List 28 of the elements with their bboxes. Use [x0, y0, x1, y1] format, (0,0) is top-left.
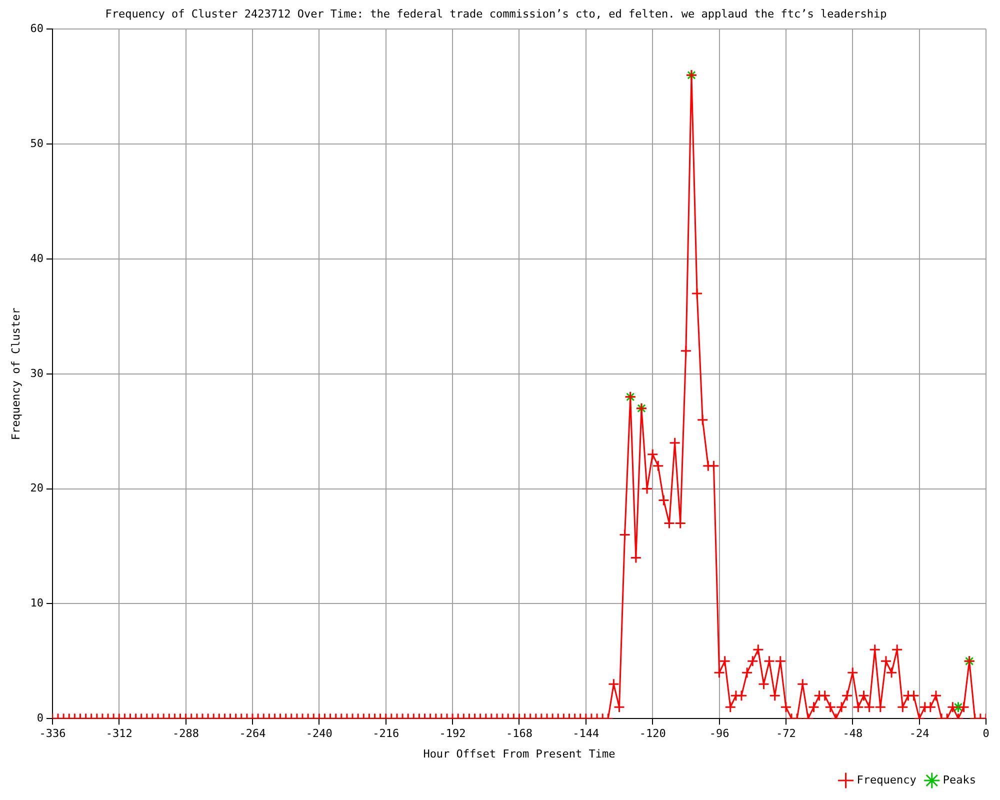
x-tick-label: -24 — [909, 727, 930, 740]
x-tick-label: 0 — [982, 727, 990, 740]
point — [952, 701, 964, 713]
x-tick-label: -264 — [239, 727, 266, 740]
x-tick-label: -168 — [506, 727, 532, 740]
x-tick-label: -72 — [776, 727, 796, 740]
x-tick-label: -48 — [842, 727, 863, 740]
x-tick-label: -144 — [572, 727, 600, 740]
y-tick-label: 50 — [30, 136, 44, 150]
y-tick-label: 10 — [30, 596, 44, 610]
x-tick-label: -216 — [372, 727, 400, 740]
x-tick-label: -96 — [709, 727, 730, 740]
y-tick-label: 40 — [30, 252, 44, 265]
y-tick-label: 30 — [30, 366, 44, 380]
x-tick-label: -312 — [106, 727, 132, 740]
chart-title: Frequency of Cluster 2423712 Over Time: the federal trade commission’s cto, ed felten. we applaud the ftc’s leadership — [105, 7, 887, 20]
x-axis-title: Hour Offset From Present Time — [423, 747, 616, 760]
y-tick-label: 0 — [36, 711, 44, 724]
x-tick-label: -240 — [306, 727, 332, 740]
x-tick-label: -120 — [639, 727, 666, 740]
y-axis-title: Frequency of Cluster — [9, 307, 22, 440]
x-tick-label: -288 — [172, 727, 200, 740]
y-tick-label: 20 — [30, 482, 44, 495]
y-tick-label: 60 — [30, 22, 44, 36]
legend-label: Frequency — [856, 773, 917, 786]
legend-label: Peaks — [942, 773, 976, 786]
x-tick-label: -192 — [439, 727, 466, 740]
x-tick-label: -336 — [39, 727, 66, 740]
